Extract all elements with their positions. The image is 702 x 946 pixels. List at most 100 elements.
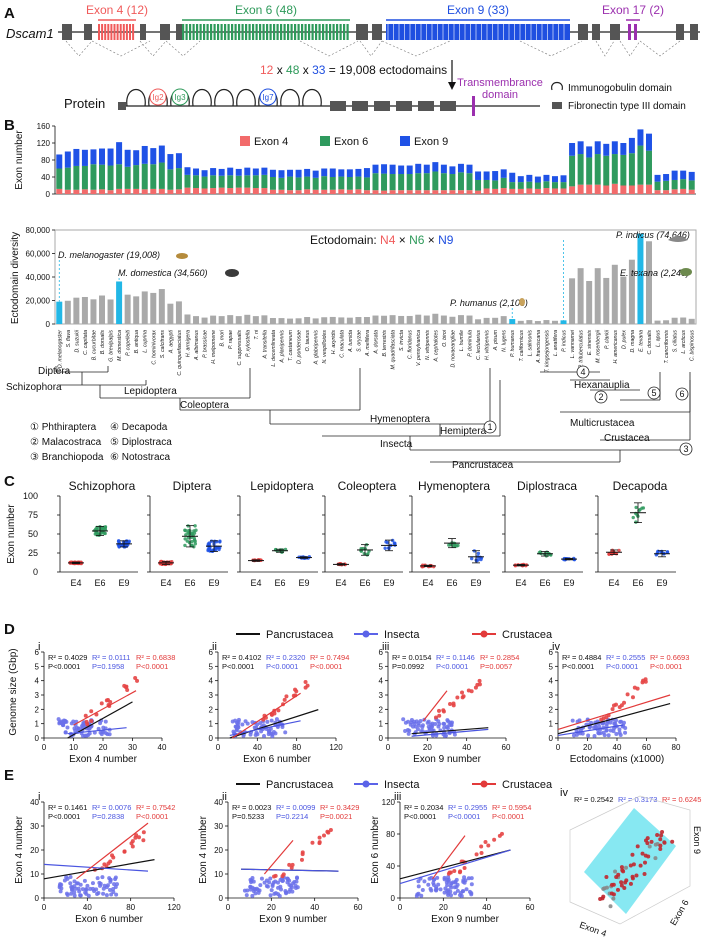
e3d-point [628, 881, 633, 886]
crustacean-point [124, 684, 129, 689]
insect-point [62, 718, 67, 723]
bar-exon4 [620, 185, 627, 194]
fit-insecta [557, 724, 623, 737]
tick-label: 40 [41, 173, 50, 182]
scatter-xtick: 20 [99, 743, 108, 752]
c-xtick: E9 [383, 578, 394, 588]
insect-point [78, 893, 83, 898]
species-name: B. antiqua [134, 330, 140, 353]
bar-ectodomain [64, 300, 71, 324]
crustacean-point [611, 703, 616, 708]
scatter-r2: R² = 0.2320 [266, 653, 305, 662]
insect-point [586, 733, 591, 738]
exon17-variant [628, 24, 631, 40]
c-xtick: E4 [70, 578, 81, 588]
tick-label: 40,000 [26, 273, 51, 282]
bar-exon9 [594, 141, 601, 155]
clade-circle [483, 420, 497, 434]
c-datapoint [190, 532, 194, 536]
insect-point [437, 721, 442, 726]
scatter-ytick: 10 [214, 870, 223, 879]
insect-point [292, 879, 297, 884]
clade-number: 2 [598, 392, 603, 402]
formula-part: x [273, 63, 286, 77]
bar-exon9 [475, 171, 482, 180]
housefly-icon [225, 269, 239, 277]
group-legend: ① Phthiraptera [30, 422, 97, 433]
e3d-point [662, 840, 667, 845]
exon4-variant [116, 24, 119, 40]
bar-exon9 [321, 168, 328, 177]
scatter-roman: ii [212, 641, 217, 653]
insect-point [72, 890, 77, 895]
scatter-ytick: 5 [379, 662, 384, 671]
fn3-domain [418, 101, 434, 111]
insect-point [447, 723, 452, 728]
bar-ectodomain [201, 317, 208, 324]
e3d-point [670, 839, 675, 844]
species-name: A. albimanus [194, 330, 200, 361]
insect-point [604, 721, 609, 726]
insect-point [453, 879, 458, 884]
bar-exon4 [509, 188, 516, 194]
ig-label-circle [171, 88, 189, 106]
bar-exon9 [646, 133, 652, 151]
c-ytick: 100 [23, 491, 38, 501]
exon6-variant [315, 24, 318, 40]
insect-point [412, 721, 417, 726]
scatter-xlabel: Exon 4 number [69, 754, 137, 765]
scatter-ytick: 1 [549, 720, 554, 729]
crustacean-point [328, 827, 333, 832]
scatter-ytick: 40 [386, 862, 395, 871]
species-name: L. vannamei [570, 329, 576, 358]
constitutive-exon [140, 24, 146, 40]
c-ylabel: Exon number [6, 504, 17, 564]
e-roman-iv: iv [560, 787, 568, 799]
scatter-p: P<0.0001 [404, 812, 436, 821]
species-name: A. cephalotes [433, 330, 439, 363]
scatter-ytick: 30 [214, 822, 223, 831]
bar-exon9 [663, 174, 670, 181]
bar-exon6 [235, 175, 242, 188]
fit-pancrustacea [67, 701, 133, 739]
scatter-xtick: 40 [83, 903, 92, 912]
insect-point [113, 884, 118, 889]
bar-exon4 [355, 189, 362, 194]
insect-point [234, 727, 239, 732]
insect-point [401, 717, 406, 722]
insect-point [76, 881, 81, 886]
bar-ectodomain [628, 259, 635, 324]
bar-exon6 [261, 174, 268, 189]
c-datapoint [213, 548, 218, 552]
insect-point [445, 726, 450, 731]
tick-label: 120 [37, 139, 51, 148]
c-group-title: Coleoptera [338, 479, 397, 493]
insect-point [276, 885, 281, 890]
bar-exon4 [432, 190, 439, 194]
bar-exon4 [218, 187, 225, 194]
bar-exon6 [415, 173, 422, 191]
exon6-variant [297, 24, 300, 40]
species-name: D. ponderosae [297, 330, 303, 364]
e-legend-label: Crustacea [502, 779, 553, 791]
crustacean-point [640, 680, 645, 685]
clade-label: Crustacea [604, 433, 650, 444]
crustacean-point [104, 698, 109, 703]
bar-exon6 [133, 165, 140, 189]
bar-ectodomain [107, 299, 114, 324]
e3d-point [642, 872, 647, 877]
species-name: C. capitata [83, 330, 89, 355]
species-name: M. quadrifasciata [391, 330, 397, 370]
c-datapoint [116, 539, 121, 543]
ecto-part: Ectodomain: [310, 233, 380, 247]
insect-point [416, 884, 421, 889]
bar-exon9 [406, 165, 413, 175]
bar-exon9 [261, 167, 268, 175]
species-name: B. cucurbitae [91, 330, 97, 360]
scatter-ytick: 0 [35, 894, 40, 903]
bar-exon4 [184, 187, 191, 194]
species-name: A. planipennis [279, 330, 285, 364]
ig-domain [236, 89, 256, 107]
scatter-p: P<0.0001 [48, 662, 80, 671]
e3d-point [630, 852, 635, 857]
